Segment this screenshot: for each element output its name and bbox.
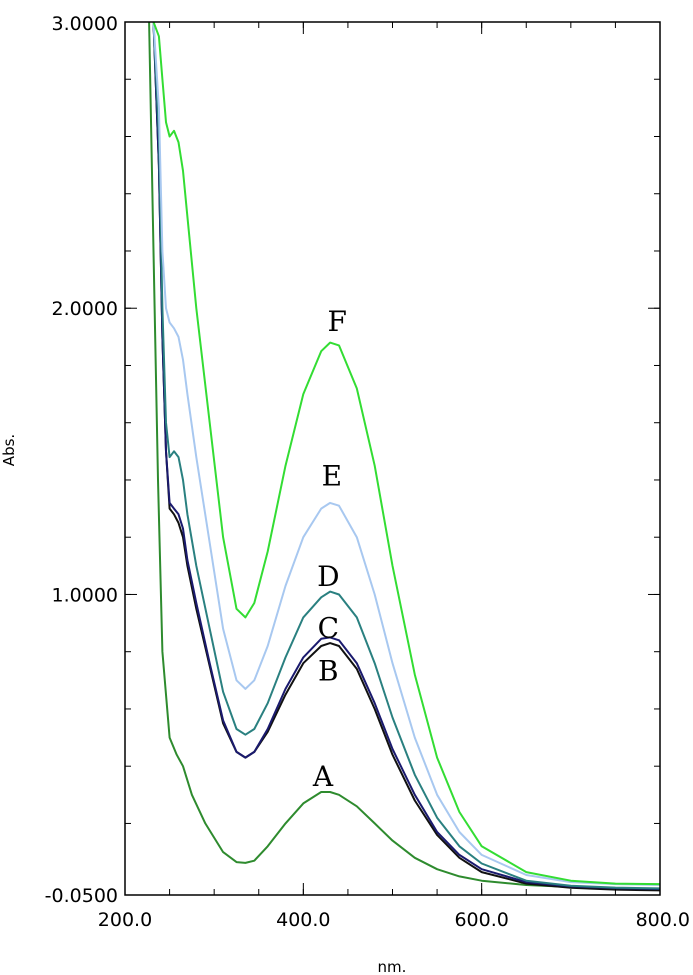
series-line-e	[152, 21, 661, 886]
y-tick-label: 3.0000	[52, 13, 118, 35]
x-tick-label: 800.0	[636, 909, 690, 931]
series-line-d	[152, 21, 661, 890]
series-line-a	[148, 21, 661, 890]
curve-labels: A BCD E F	[312, 305, 347, 793]
curve-label-a: A	[312, 760, 334, 793]
plot-frame	[124, 21, 661, 896]
curve-label-c: C	[318, 611, 339, 644]
x-tick-label: 600.0	[454, 909, 508, 931]
series-line-f	[152, 21, 661, 886]
x-tick-label: 200.0	[98, 909, 152, 931]
curve-label-d: D	[317, 560, 339, 593]
y-axis-title: Abs.	[0, 434, 18, 466]
axis-ticks: 200.0 400.0 600.0 800.0 -0.0500 1.0000 2.0000 3…	[45, 13, 690, 931]
curve-label-b: B	[318, 654, 339, 687]
y-tick-label: 2.0000	[52, 298, 118, 320]
y-tick-label: 1.0000	[52, 584, 118, 606]
curve-label-e: E	[322, 460, 342, 493]
curve-label-f: F	[327, 305, 346, 338]
x-axis-title: nm.	[378, 958, 407, 975]
series-lines	[148, 21, 661, 892]
x-tick-label: 400.0	[276, 909, 330, 931]
series-line-c	[152, 21, 661, 890]
y-tick-label: -0.0500	[45, 885, 118, 907]
series-line-b	[152, 21, 661, 892]
